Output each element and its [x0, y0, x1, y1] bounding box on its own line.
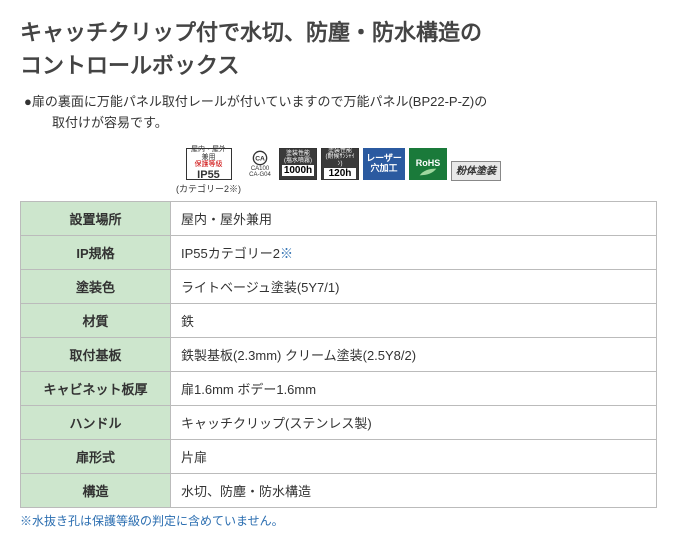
note-star: ※: [280, 246, 293, 261]
table-row: 扉形式 片扉: [21, 439, 657, 473]
spec-tbody: 設置場所 屋内・屋外兼用 IP規格 IP55カテゴリー2※ 塗装色 ライトベージ…: [21, 201, 657, 507]
spec-value: 鉄: [171, 303, 657, 337]
table-row: 構造 水切、防塵・防水構造: [21, 473, 657, 507]
spec-label: 塗装色: [21, 269, 171, 303]
footnote: ※水抜き孔は保護等級の判定に含めていません。: [20, 512, 657, 529]
spec-table: 設置場所 屋内・屋外兼用 IP規格 IP55カテゴリー2※ 塗装色 ライトベージ…: [20, 201, 657, 508]
bullet-line1: ●扉の裏面に万能パネル取付レールが付いていますので万能パネル(BP22-P-Z)…: [24, 94, 487, 109]
badge-ip55-group: 屋内・屋外兼用 保護等級 IP55 (カテゴリー2※): [176, 148, 241, 195]
spec-label: 材質: [21, 303, 171, 337]
spec-label: キャビネット板厚: [21, 371, 171, 405]
leaf-icon: [418, 167, 438, 177]
badge-laser: レーザー 穴加工: [363, 148, 405, 180]
spec-value: 屋内・屋外兼用: [171, 201, 657, 235]
bullet-line2: 取付けが容易です。: [24, 115, 168, 130]
spec-value: キャッチクリップ(ステンレス製): [171, 405, 657, 439]
badge-rohs: RoHS: [409, 148, 447, 180]
svg-text:CA: CA: [255, 155, 265, 162]
badge-paint2-sub: (耐候ｻﾝｼｬｲﾝ): [324, 154, 356, 167]
spec-value-text: IP55カテゴリー2: [181, 246, 280, 261]
spec-label: 扉形式: [21, 439, 171, 473]
badge-laser-line2: 穴加工: [370, 164, 397, 174]
badge-powder-text: 粉体塗装: [456, 166, 496, 177]
spec-label: 設置場所: [21, 201, 171, 235]
badge-ca-label2: CA-G04: [249, 172, 271, 178]
ca-circle-icon: CA: [249, 150, 271, 166]
badge-powder: 粉体塗装: [451, 161, 501, 181]
table-row: ハンドル キャッチクリップ(ステンレス製): [21, 405, 657, 439]
badge-ip55-caption: (カテゴリー2※): [176, 182, 241, 195]
page-title: キャッチクリップ付で水切、防塵・防水構造の コントロールボックス: [20, 16, 657, 82]
table-row: 材質 鉄: [21, 303, 657, 337]
spec-value: 水切、防塵・防水構造: [171, 473, 657, 507]
badge-ca: CA CA100 CA-G04: [245, 148, 275, 180]
badge-ip55: 屋内・屋外兼用 保護等級 IP55: [186, 148, 232, 180]
description-bullet: ●扉の裏面に万能パネル取付レールが付いていますので万能パネル(BP22-P-Z)…: [20, 92, 657, 134]
badge-paint1-val: 1000h: [282, 165, 314, 176]
title-line2: コントロールボックス: [20, 53, 239, 78]
spec-value: 片扉: [171, 439, 657, 473]
spec-value: IP55カテゴリー2※: [171, 235, 657, 269]
badge-ip55-bot: IP55: [197, 169, 220, 181]
badge-paint1-sub: (塩水噴霧): [284, 158, 312, 165]
badge-row: 屋内・屋外兼用 保護等級 IP55 (カテゴリー2※) CA CA100 CA-…: [20, 148, 657, 195]
spec-label: 取付基板: [21, 337, 171, 371]
table-row: IP規格 IP55カテゴリー2※: [21, 235, 657, 269]
badge-paint1: 塗装性能 (塩水噴霧) 1000h: [279, 148, 317, 180]
spec-value: 鉄製基板(2.3mm) クリーム塗装(2.5Y8/2): [171, 337, 657, 371]
spec-label: 構造: [21, 473, 171, 507]
spec-value: ライトベージュ塗装(5Y7/1): [171, 269, 657, 303]
spec-value: 扉1.6mm ボデー1.6mm: [171, 371, 657, 405]
table-row: 取付基板 鉄製基板(2.3mm) クリーム塗装(2.5Y8/2): [21, 337, 657, 371]
table-row: 塗装色 ライトベージュ塗装(5Y7/1): [21, 269, 657, 303]
table-row: キャビネット板厚 扉1.6mm ボデー1.6mm: [21, 371, 657, 405]
badge-paint1-top: 塗装性能: [286, 151, 310, 158]
table-row: 設置場所 屋内・屋外兼用: [21, 201, 657, 235]
badge-paint2: 塗装性能 (耐候ｻﾝｼｬｲﾝ) 120h: [321, 148, 359, 180]
spec-label: IP規格: [21, 235, 171, 269]
badge-ip55-mid: 保護等級: [195, 161, 223, 169]
spec-label: ハンドル: [21, 405, 171, 439]
badge-ip55-top: 屋内・屋外兼用: [189, 146, 229, 161]
badge-paint2-val: 120h: [324, 168, 356, 179]
title-line1: キャッチクリップ付で水切、防塵・防水構造の: [20, 20, 482, 45]
